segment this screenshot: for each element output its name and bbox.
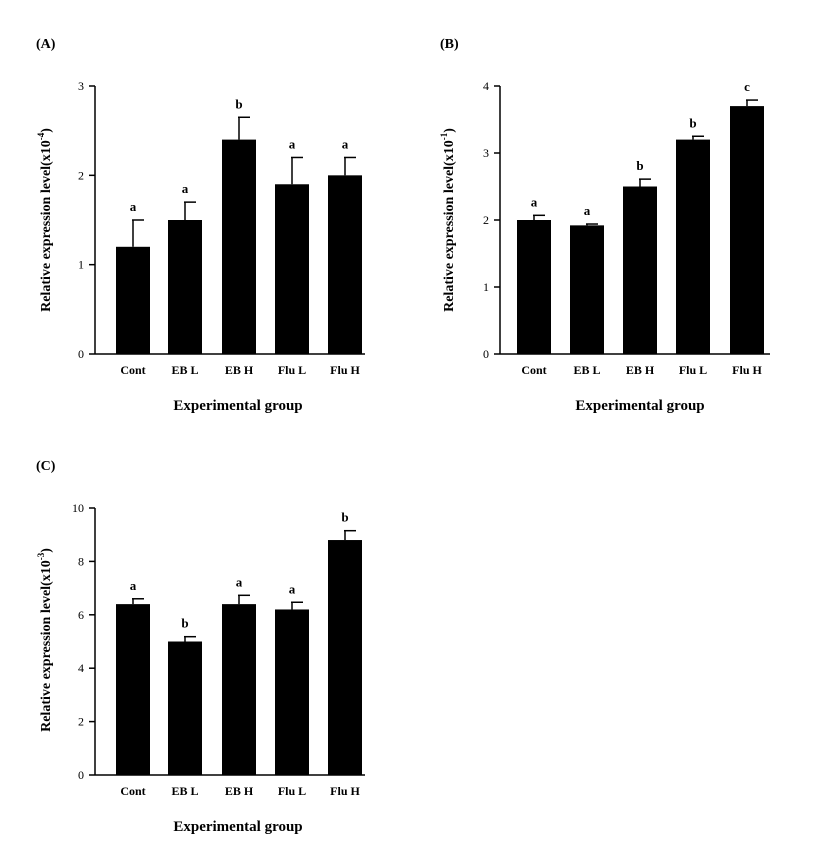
panel-label: (B) (440, 37, 459, 52)
significance-label: c (744, 79, 750, 94)
x-tick-label: Flu L (679, 363, 707, 377)
significance-label: a (342, 136, 349, 151)
y-axis-title-main: Relative expression level(x10 (442, 140, 457, 312)
y-tick-label: 10 (72, 501, 84, 515)
y-axis-title-close: ) (39, 128, 54, 133)
x-axis-title: Experimental group (173, 398, 302, 414)
y-axis-title-exponent: -1 (439, 132, 449, 140)
significance-label: b (181, 616, 188, 631)
x-tick-label: EB H (225, 784, 254, 798)
y-tick-label: 2 (78, 715, 84, 729)
x-tick-label: Flu H (732, 363, 762, 377)
significance-label: b (636, 158, 643, 173)
bar (222, 139, 256, 354)
y-axis-title: Relative expression level(x10-3) (36, 548, 54, 732)
y-axis-title-close: ) (442, 128, 457, 133)
significance-label: b (235, 96, 242, 111)
x-tick-label: Cont (120, 363, 145, 377)
x-axis-title: Experimental group (173, 819, 302, 835)
y-tick-label: 8 (78, 554, 84, 568)
bar (730, 106, 764, 354)
x-tick-label: Cont (120, 784, 145, 798)
y-tick-label: 6 (78, 608, 84, 622)
y-tick-label: 2 (483, 213, 489, 227)
y-axis-title: Relative expression level(x10-1) (439, 128, 457, 312)
panel-label: (A) (36, 37, 56, 52)
y-tick-label: 1 (483, 280, 489, 294)
bar (222, 604, 256, 775)
bar (328, 540, 362, 775)
x-tick-label: EB L (171, 363, 198, 377)
x-axis-title: Experimental group (575, 398, 704, 414)
chart-panel-c: (C) 0 2 4 6 8 10 a Cont b EB L a EB H a Flu L b Flu H Exp… (36, 459, 365, 835)
x-tick-label: Flu L (278, 363, 306, 377)
significance-label: b (341, 510, 348, 525)
bar (570, 225, 604, 354)
x-tick-label: EB L (171, 784, 198, 798)
bar (275, 609, 309, 775)
bar (168, 641, 202, 775)
x-tick-label: EB L (573, 363, 600, 377)
y-axis-title-exponent: -3 (36, 552, 46, 560)
y-tick-label: 4 (483, 79, 489, 93)
y-tick-label: 0 (78, 768, 84, 782)
x-tick-label: Flu L (278, 784, 306, 798)
significance-label: a (130, 578, 137, 593)
x-tick-label: Flu H (330, 363, 360, 377)
y-tick-label: 3 (483, 146, 489, 160)
significance-label: a (531, 194, 538, 209)
y-tick-label: 0 (483, 347, 489, 361)
y-tick-label: 2 (78, 168, 84, 182)
panel-label: (C) (36, 459, 56, 474)
bar (676, 139, 710, 354)
bar (328, 175, 362, 354)
significance-label: a (584, 203, 591, 218)
chart-panel-b: (B) 0 1 2 3 4 a Cont a EB L b EB H b Flu L c Flu H Exper… (439, 37, 770, 414)
significance-label: a (289, 136, 296, 151)
y-tick-label: 1 (78, 258, 84, 272)
significance-label: a (289, 581, 296, 596)
y-axis-title-exponent: -4 (36, 132, 46, 140)
significance-label: a (236, 574, 243, 589)
y-tick-label: 0 (78, 347, 84, 361)
bar (168, 220, 202, 354)
chart-panel-a: (A) 0 1 2 3 a Cont a EB L b EB H a Flu L a Flu H Experi… (36, 37, 365, 414)
y-axis-title-main: Relative expression level(x10 (39, 140, 54, 312)
bar (623, 186, 657, 354)
y-tick-label: 4 (78, 661, 84, 675)
x-tick-label: Flu H (330, 784, 360, 798)
significance-label: a (130, 199, 137, 214)
y-axis-title-main: Relative expression level(x10 (39, 560, 54, 732)
x-tick-label: EB H (225, 363, 254, 377)
bar (116, 246, 150, 354)
bar (517, 220, 551, 354)
significance-label: b (689, 115, 696, 130)
bar (116, 604, 150, 775)
bar (275, 184, 309, 354)
significance-label: a (182, 181, 189, 196)
y-axis-title-close: ) (39, 548, 54, 553)
x-tick-label: EB H (626, 363, 655, 377)
x-tick-label: Cont (521, 363, 546, 377)
y-axis-title: Relative expression level(x10-4) (36, 128, 54, 312)
y-tick-label: 3 (78, 79, 84, 93)
